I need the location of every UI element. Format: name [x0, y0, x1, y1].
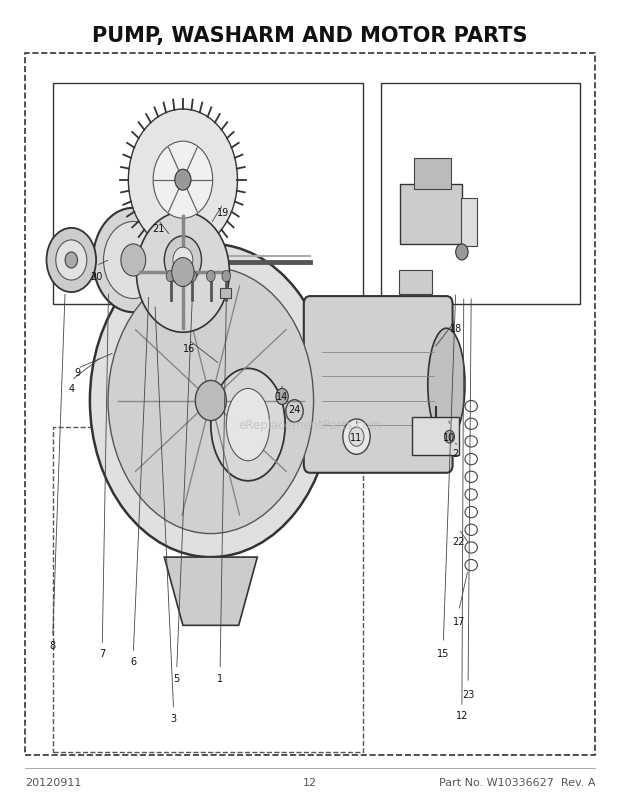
- Circle shape: [56, 241, 87, 281]
- FancyBboxPatch shape: [414, 159, 451, 190]
- Text: eReplacementParts.com: eReplacementParts.com: [238, 419, 382, 431]
- Text: 5: 5: [174, 673, 180, 683]
- Circle shape: [456, 245, 468, 261]
- FancyBboxPatch shape: [399, 271, 432, 294]
- Circle shape: [349, 427, 364, 447]
- Ellipse shape: [211, 369, 285, 481]
- Text: 19: 19: [217, 208, 229, 217]
- Circle shape: [195, 381, 226, 421]
- Text: 7: 7: [99, 649, 105, 658]
- Text: 20: 20: [90, 272, 102, 282]
- Circle shape: [164, 237, 202, 285]
- Circle shape: [153, 142, 213, 219]
- Text: 4: 4: [68, 384, 74, 394]
- Circle shape: [90, 245, 332, 557]
- FancyBboxPatch shape: [461, 199, 477, 246]
- Circle shape: [173, 248, 193, 273]
- Circle shape: [172, 258, 194, 287]
- Text: 23: 23: [462, 689, 474, 699]
- Text: 22: 22: [453, 537, 465, 546]
- Text: 21: 21: [152, 224, 164, 233]
- Text: 16: 16: [183, 344, 195, 354]
- Circle shape: [188, 271, 197, 282]
- Ellipse shape: [226, 389, 270, 461]
- Text: 17: 17: [453, 617, 465, 626]
- Text: 1: 1: [217, 673, 223, 683]
- Circle shape: [175, 170, 191, 191]
- Circle shape: [121, 245, 146, 277]
- Text: 8: 8: [50, 641, 56, 650]
- Text: Part No. W10336627  Rev. A: Part No. W10336627 Rev. A: [439, 777, 595, 787]
- Text: 6: 6: [130, 657, 136, 666]
- Text: PUMP, WASHARM AND MOTOR PARTS: PUMP, WASHARM AND MOTOR PARTS: [92, 26, 528, 46]
- FancyBboxPatch shape: [304, 297, 453, 473]
- Text: 20120911: 20120911: [25, 777, 81, 787]
- Circle shape: [136, 213, 229, 333]
- Circle shape: [166, 271, 175, 282]
- Text: 15: 15: [437, 649, 450, 658]
- Text: 11: 11: [350, 432, 363, 442]
- Text: 3: 3: [170, 713, 177, 723]
- Circle shape: [445, 431, 454, 444]
- Polygon shape: [164, 557, 257, 626]
- Ellipse shape: [428, 329, 465, 441]
- Bar: [220, 289, 231, 298]
- Text: 9: 9: [74, 368, 81, 378]
- Text: 18: 18: [450, 324, 462, 334]
- Bar: [412, 417, 459, 456]
- Circle shape: [104, 222, 163, 299]
- Circle shape: [93, 209, 174, 313]
- Circle shape: [128, 110, 237, 251]
- Text: 2: 2: [453, 448, 459, 458]
- Circle shape: [276, 389, 288, 405]
- Circle shape: [206, 271, 215, 282]
- Circle shape: [222, 271, 231, 282]
- Text: 12: 12: [303, 777, 317, 787]
- Text: 24: 24: [288, 404, 301, 414]
- Text: 10: 10: [443, 432, 456, 442]
- Circle shape: [343, 419, 370, 455]
- Circle shape: [46, 229, 96, 293]
- Text: 14: 14: [276, 392, 288, 402]
- Circle shape: [65, 253, 78, 269]
- FancyBboxPatch shape: [400, 184, 462, 245]
- Circle shape: [108, 268, 314, 534]
- Text: 12: 12: [456, 711, 468, 720]
